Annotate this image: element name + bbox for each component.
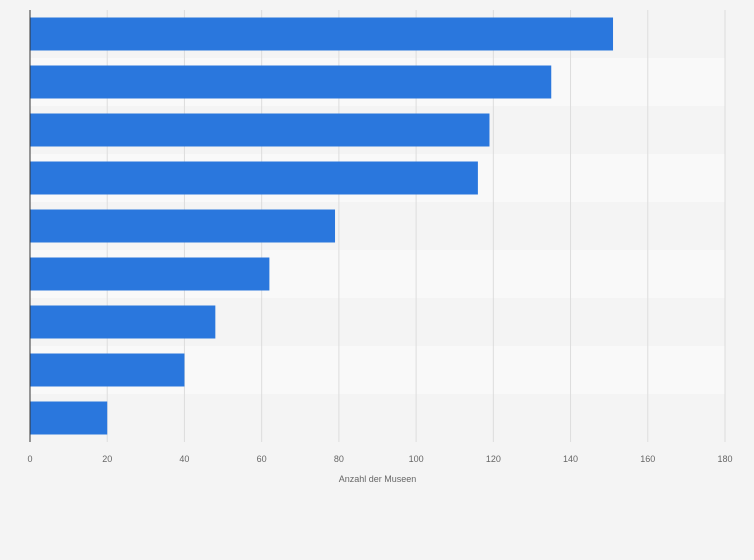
bars [30,17,614,435]
x-tick-label: 40 [179,454,189,464]
x-tick-label: 0 [27,454,32,464]
bar [30,209,336,243]
bar [30,113,490,147]
x-tick-label: 80 [334,454,344,464]
bar [30,17,614,51]
x-tick-label: 100 [409,454,424,464]
bar [30,401,108,435]
x-tick-label: 60 [257,454,267,464]
bar [30,65,552,99]
x-axis-ticks: 0 20 40 60 80 100 120 140 160 180 [27,454,732,464]
bar [30,257,270,291]
x-tick-label: 20 [102,454,112,464]
x-tick-label: 180 [717,454,732,464]
x-axis-title: Anzahl der Museen [339,474,417,484]
x-tick-label: 140 [563,454,578,464]
x-tick-label: 160 [640,454,655,464]
bar [30,161,478,195]
bar [30,305,216,339]
row-band [30,394,725,442]
x-tick-label: 120 [486,454,501,464]
bar [30,353,185,387]
